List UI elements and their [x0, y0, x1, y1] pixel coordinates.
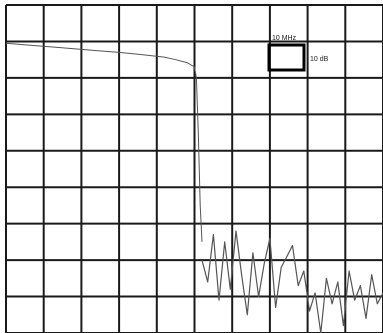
scale-box	[267, 43, 306, 72]
trace-series-1	[5, 42, 203, 242]
grid	[5, 4, 383, 333]
scale-vertical-label: 10 dB	[310, 56, 329, 63]
scale-horizontal-label: 10 MHz	[272, 35, 297, 42]
traces	[5, 42, 383, 333]
scale-box-group: 10 MHz 10 dB	[267, 35, 329, 72]
trace-series-2	[201, 230, 383, 333]
